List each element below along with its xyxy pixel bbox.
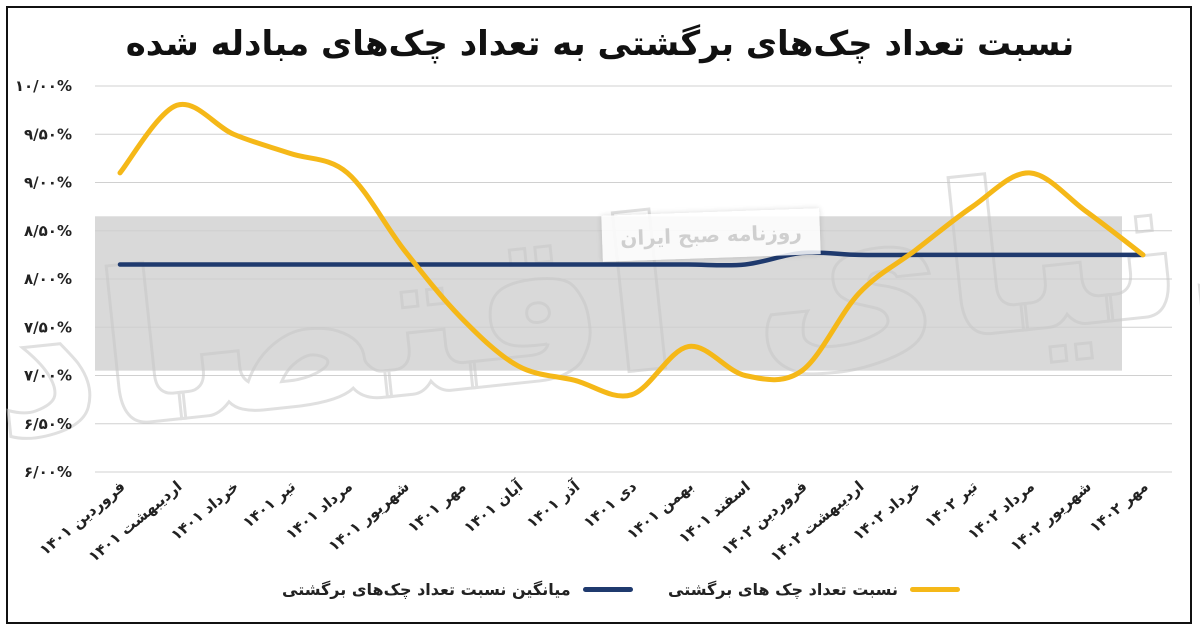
legend-swatch-average [582, 587, 633, 592]
svg-text:دنیای اقتصاد: دنیای اقتصاد [0, 107, 1200, 487]
y-tick-label: ۶/۰۰% [24, 463, 72, 481]
y-tick-label: ۱۰/۰۰% [15, 77, 72, 95]
x-tick-label: آذر ۱۴۰۱ [523, 477, 584, 532]
y-tick-label: ۸/۵۰% [24, 222, 72, 240]
y-tick-label: ۷/۵۰% [24, 318, 72, 336]
legend-item-ratio: نسبت تعداد چک های برگشتی [668, 580, 960, 599]
legend-swatch-ratio [909, 587, 960, 592]
x-tick-label: آبان ۱۴۰۱ [460, 477, 527, 537]
x-tick-label: مهر ۱۴۰۱ [404, 477, 469, 536]
y-tick-label: ۹/۵۰% [24, 125, 72, 143]
y-tick-label: ۶/۵۰% [24, 415, 72, 433]
y-tick-label: ۷/۰۰% [24, 367, 72, 385]
y-tick-label: ۹/۰۰% [24, 174, 72, 192]
chart-title: نسبت تعداد چک‌های برگشتی به تعداد چک‌های… [125, 24, 1075, 64]
legend-label-average: میانگین نسبت تعداد چک‌های برگشتی [282, 580, 571, 599]
grid-layer [95, 85, 1172, 473]
y-tick-label: ۸/۰۰% [24, 270, 72, 288]
legend-label-ratio: نسبت تعداد چک های برگشتی [668, 580, 898, 599]
watermark-logo: دنیای اقتصاد [0, 106, 1200, 489]
series-layer [117, 101, 1146, 399]
legend-item-average: میانگین نسبت تعداد چک‌های برگشتی [282, 580, 633, 599]
x-tick-label: مهر ۱۴۰۲ [1086, 477, 1151, 536]
legend: نسبت تعداد چک های برگشتی میانگین نسبت تع… [0, 580, 1200, 610]
y-axis-ticks: ۶/۰۰% ۶/۵۰% ۷/۰۰% ۷/۵۰% ۸/۰۰% ۸/۵۰% ۹/۰۰% ۹/۵۰%… [15, 77, 72, 481]
watermark-publisher-badge: روزنامه صبح ایران [601, 208, 821, 262]
watermark-publisher-text: روزنامه صبح ایران [619, 219, 803, 251]
